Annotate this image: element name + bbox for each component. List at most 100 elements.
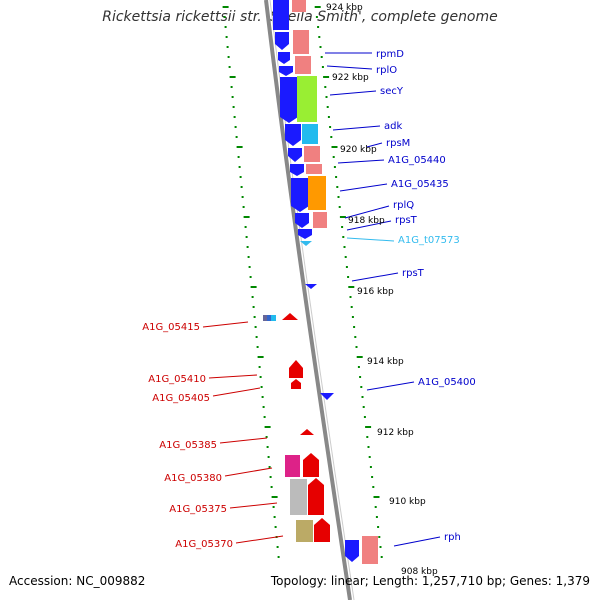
gene-label-A1G_05370[interactable]: A1G_05370 bbox=[175, 539, 233, 550]
gene-block[interactable] bbox=[275, 32, 289, 50]
gene-label-A1G_05410[interactable]: A1G_05410 bbox=[148, 374, 206, 385]
gene-block[interactable] bbox=[267, 315, 271, 321]
feature-block[interactable] bbox=[304, 146, 320, 162]
ruler-tick bbox=[276, 546, 279, 548]
gene-block[interactable] bbox=[320, 393, 334, 400]
gene-block[interactable] bbox=[291, 379, 301, 389]
ruler-tick bbox=[349, 296, 352, 298]
ruler-tick bbox=[369, 466, 372, 468]
forward-gene-track bbox=[273, 0, 359, 562]
ruler-tick bbox=[339, 216, 346, 218]
gene-label-A1G_05380[interactable]: A1G_05380 bbox=[164, 473, 222, 484]
gene-block[interactable] bbox=[271, 315, 276, 321]
gene-block[interactable] bbox=[288, 148, 302, 162]
ruler-tick bbox=[363, 416, 366, 418]
gene-block[interactable] bbox=[279, 66, 293, 76]
gene-block[interactable] bbox=[285, 124, 301, 146]
feature-block[interactable] bbox=[362, 536, 378, 564]
gene-label-rpsT[interactable]: rpsT bbox=[395, 215, 418, 226]
gene-label-rpsM[interactable]: rpsM bbox=[386, 138, 410, 149]
ruler-tick bbox=[317, 26, 320, 28]
ruler-tick bbox=[272, 506, 275, 508]
ruler-tick bbox=[343, 246, 346, 248]
gene-block[interactable] bbox=[298, 229, 312, 239]
ruler-tick bbox=[379, 546, 382, 548]
ruler-tick bbox=[239, 176, 242, 178]
ruler-tick bbox=[351, 316, 354, 318]
gene-block[interactable] bbox=[290, 164, 304, 176]
gene-label-adk[interactable]: adk bbox=[384, 121, 402, 132]
ruler-tick bbox=[228, 66, 231, 68]
gene-block[interactable] bbox=[345, 540, 359, 562]
ruler-tick bbox=[344, 256, 347, 258]
gene-block[interactable] bbox=[273, 0, 289, 30]
gene-label-rph[interactable]: rph bbox=[444, 532, 461, 543]
ruler-tick bbox=[360, 386, 363, 388]
feature-block[interactable] bbox=[302, 124, 318, 144]
ruler-tick bbox=[332, 156, 335, 158]
ruler-tick bbox=[367, 446, 370, 448]
feature-block[interactable] bbox=[308, 176, 326, 210]
kbp-label: 910 kbp bbox=[389, 497, 426, 507]
gene-block[interactable] bbox=[263, 315, 267, 321]
gene-label-rpmD[interactable]: rpmD bbox=[376, 49, 404, 60]
ruler-tick bbox=[263, 416, 266, 418]
ruler-tick bbox=[353, 326, 356, 328]
ruler-tick bbox=[243, 216, 250, 218]
ruler-tick bbox=[270, 486, 273, 488]
gene-label-A1G_05440[interactable]: A1G_05440 bbox=[388, 155, 446, 166]
gene-block[interactable] bbox=[289, 360, 303, 378]
gene-label-A1G_05375[interactable]: A1G_05375 bbox=[169, 504, 227, 515]
gene-block[interactable] bbox=[280, 77, 298, 123]
right-labels: rpmD rplO secY adk rpsM A1G_05440 A1G_05… bbox=[325, 49, 476, 547]
ruler-tick bbox=[258, 366, 261, 368]
gene-label-rpsT-2[interactable]: rpsT bbox=[402, 268, 425, 279]
gene-label-A1G_05400[interactable]: A1G_05400 bbox=[418, 377, 476, 388]
gene-block[interactable] bbox=[305, 284, 317, 289]
ruler-tick bbox=[254, 326, 257, 328]
ruler-tick bbox=[233, 116, 236, 118]
gene-label-A1G_05435[interactable]: A1G_05435 bbox=[391, 179, 449, 190]
ruler-tick bbox=[271, 496, 278, 498]
gene-block[interactable] bbox=[300, 429, 314, 435]
ruler-tick bbox=[260, 386, 263, 388]
gene-block[interactable] bbox=[291, 178, 309, 212]
feature-block[interactable] bbox=[292, 0, 306, 12]
gene-label-A1G_05405[interactable]: A1G_05405 bbox=[152, 393, 210, 404]
ruler-tick bbox=[350, 306, 353, 308]
feature-block[interactable] bbox=[313, 212, 327, 228]
ruler-tick bbox=[240, 186, 243, 188]
gene-block[interactable] bbox=[300, 241, 312, 246]
ruler-tick bbox=[222, 6, 229, 8]
ruler-tick bbox=[261, 396, 264, 398]
ruler-tick bbox=[234, 126, 237, 128]
gene-label-A1G_t07573[interactable]: A1G_t07573 bbox=[398, 235, 460, 246]
ruler-tick bbox=[315, 16, 318, 18]
gene-label-A1G_05415[interactable]: A1G_05415 bbox=[142, 322, 200, 333]
feature-block[interactable] bbox=[293, 30, 309, 54]
gene-block[interactable] bbox=[303, 453, 319, 477]
gene-label-A1G_05385[interactable]: A1G_05385 bbox=[159, 440, 217, 451]
gene-block[interactable] bbox=[290, 479, 307, 515]
gene-label-rplO[interactable]: rplO bbox=[376, 65, 397, 76]
ruler-tick bbox=[335, 176, 338, 178]
feature-block[interactable] bbox=[295, 56, 311, 74]
gene-label-secY[interactable]: secY bbox=[380, 86, 404, 97]
gene-block[interactable] bbox=[314, 518, 330, 542]
gene-label-rplQ[interactable]: rplQ bbox=[393, 200, 414, 211]
gene-block[interactable] bbox=[295, 213, 309, 228]
ruler-tick bbox=[256, 346, 259, 348]
feature-block[interactable] bbox=[306, 164, 322, 174]
summary-text: Topology: linear; Length: 1,257,710 bp; … bbox=[270, 574, 590, 588]
ruler-tick bbox=[225, 36, 228, 38]
gene-block[interactable] bbox=[308, 478, 324, 515]
ruler-tick bbox=[244, 226, 247, 228]
gene-block[interactable] bbox=[285, 455, 300, 477]
gene-block[interactable] bbox=[278, 52, 290, 64]
gene-block[interactable] bbox=[296, 520, 313, 542]
gene-block[interactable] bbox=[282, 313, 298, 320]
feature-block[interactable] bbox=[297, 76, 317, 122]
ruler-tick bbox=[380, 556, 383, 558]
kbp-labels: 924 kbp 922 kbp 920 kbp 918 kbp 916 kbp … bbox=[326, 3, 438, 577]
